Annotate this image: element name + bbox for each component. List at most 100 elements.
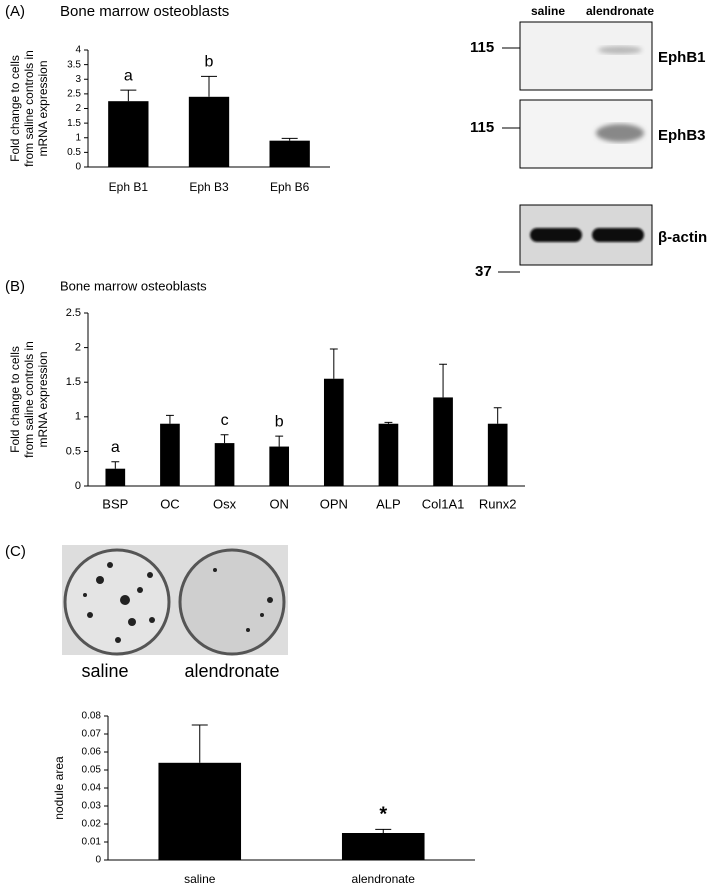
- photo-label: alendronate: [184, 661, 279, 681]
- y-tick-label: 0.05: [82, 765, 102, 776]
- error-bar: [329, 348, 338, 379]
- protein-label: β-actin: [658, 229, 707, 246]
- x-tick-label: alendronate: [352, 872, 416, 886]
- photo-label: saline: [81, 661, 128, 681]
- lane-label: saline: [531, 4, 565, 18]
- band: [592, 228, 644, 242]
- y-tick-label: 0: [95, 855, 101, 866]
- x-tick-label: BSP: [102, 496, 128, 511]
- error-bar: [220, 434, 229, 444]
- y-tick-label: 2: [75, 342, 81, 354]
- y-axis-label: mRNA expression: [36, 351, 50, 447]
- error-bar: [281, 137, 298, 141]
- bar: [105, 468, 126, 486]
- nodules: [83, 562, 273, 643]
- error-bar: [384, 421, 393, 424]
- y-axis-label: nodule area: [52, 756, 66, 820]
- y-axis-label: from saline controls in: [22, 50, 36, 167]
- y-axis-label: from saline controls in: [22, 341, 36, 458]
- y-tick-label: 4: [75, 45, 81, 56]
- x-tick-label: OC: [160, 496, 180, 511]
- annotation: a: [111, 439, 120, 456]
- y-tick-label: 0.5: [66, 445, 81, 457]
- y-tick-label: 3.5: [67, 59, 81, 70]
- protein-label: EphB1: [658, 49, 706, 66]
- x-tick-label: Eph B6: [270, 180, 310, 194]
- well: [63, 548, 171, 656]
- marker-label: 115: [470, 39, 494, 56]
- y-tick-label: 0.01: [82, 837, 102, 848]
- x-tick-label: ALP: [376, 496, 401, 511]
- error-bar: [191, 724, 208, 763]
- x-tick-label: Eph B1: [109, 180, 149, 194]
- bar: [158, 762, 242, 860]
- panel-label: (C): [5, 543, 26, 560]
- y-tick-label: 2.5: [67, 89, 81, 100]
- y-tick-label: 0.03: [82, 801, 102, 812]
- x-tick-label: saline: [184, 872, 216, 886]
- bar: [269, 446, 290, 486]
- bar: [433, 397, 453, 486]
- x-tick-label: OPN: [320, 496, 348, 511]
- lane-label: alendronate: [586, 4, 654, 18]
- x-tick-label: Col1A1: [422, 496, 465, 511]
- y-tick-label: 0: [75, 480, 81, 492]
- protein-label: EphB3: [658, 127, 706, 144]
- bar: [487, 423, 508, 486]
- x-tick-label: ON: [269, 496, 289, 511]
- band: [596, 124, 644, 142]
- bar: [341, 833, 425, 860]
- panel-label: (B): [5, 278, 25, 295]
- annotation: a: [124, 67, 133, 84]
- marker-label: 115: [470, 119, 494, 136]
- blot-box: [519, 21, 653, 91]
- x-tick-label: Eph B3: [189, 180, 229, 194]
- y-tick-label: 0.06: [82, 747, 102, 758]
- well: [178, 548, 286, 656]
- y-tick-label: 3: [75, 74, 81, 85]
- bar: [323, 378, 344, 486]
- panel-label: (A): [5, 3, 25, 20]
- bar: [188, 96, 230, 167]
- bar: [378, 423, 399, 486]
- y-axis-label: Fold change to cells: [8, 346, 22, 453]
- band: [530, 228, 582, 242]
- chart-title: Bone marrow osteoblasts: [60, 278, 207, 293]
- y-tick-label: 1: [75, 132, 81, 143]
- error-bar: [439, 363, 447, 398]
- x-tick-label: Osx: [213, 496, 237, 511]
- y-tick-label: 0.04: [82, 783, 102, 794]
- error-bar: [201, 75, 217, 97]
- y-tick-label: 1.5: [66, 376, 81, 388]
- y-axis-label: Fold change to cells: [8, 55, 22, 162]
- error-bar: [375, 828, 392, 833]
- y-tick-label: 0.07: [82, 729, 102, 740]
- bar: [108, 101, 149, 167]
- annotation: *: [379, 804, 387, 826]
- y-tick-label: 0.02: [82, 819, 102, 830]
- bar: [160, 423, 180, 486]
- chart-title: Bone marrow osteoblasts: [60, 3, 229, 20]
- error-bar: [120, 89, 137, 102]
- y-tick-label: 2: [75, 103, 81, 114]
- bar: [269, 140, 310, 167]
- y-axis-label: mRNA expression: [36, 60, 50, 156]
- y-tick-label: 2.5: [66, 307, 81, 319]
- bar: [214, 443, 235, 486]
- band: [598, 46, 642, 54]
- marker-label: 37: [475, 263, 492, 280]
- error-bar: [275, 435, 284, 447]
- y-tick-label: 0: [75, 162, 81, 173]
- error-bar: [111, 461, 120, 469]
- x-tick-label: Runx2: [479, 496, 517, 511]
- annotation: b: [205, 54, 214, 71]
- y-tick-label: 0.5: [67, 147, 81, 158]
- y-tick-label: 1.5: [67, 118, 81, 129]
- error-bar: [493, 407, 502, 424]
- error-bar: [166, 414, 174, 424]
- annotation: c: [221, 412, 229, 429]
- y-tick-label: 1: [75, 411, 81, 423]
- annotation: b: [275, 413, 284, 430]
